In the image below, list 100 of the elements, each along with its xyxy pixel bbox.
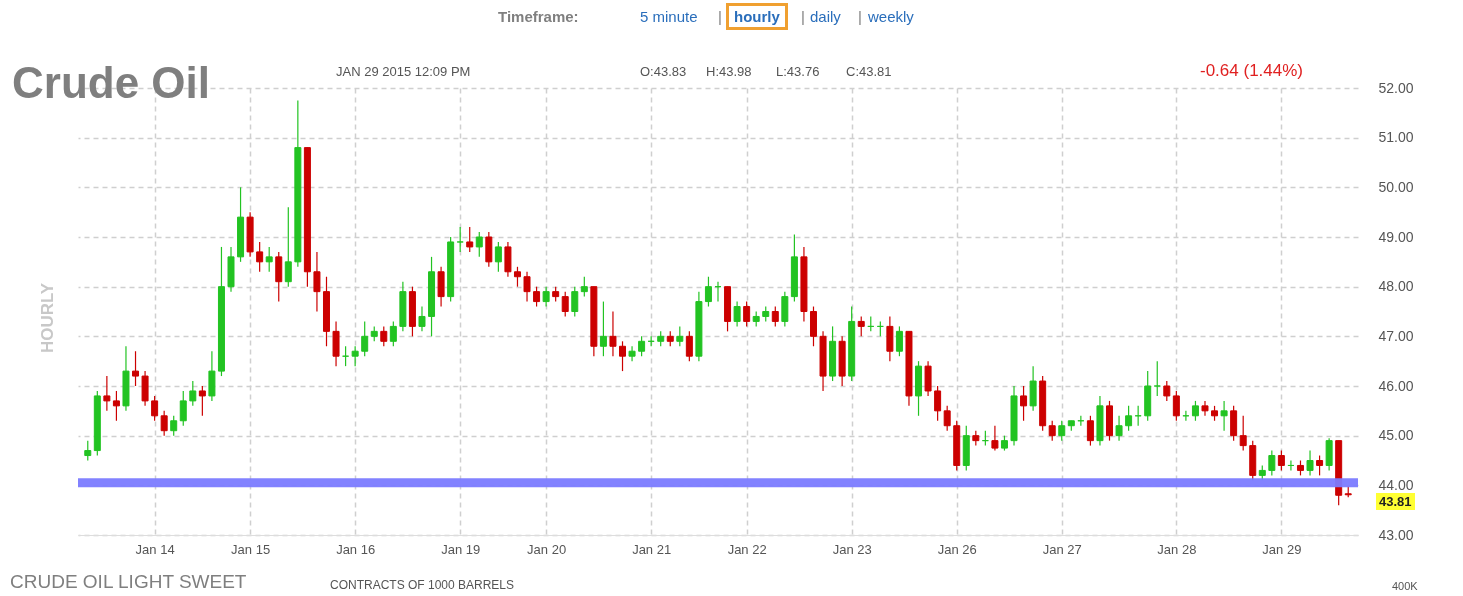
candlestick	[132, 350, 140, 387]
candlestick	[1020, 385, 1028, 422]
candlestick	[1153, 360, 1161, 397]
candlestick	[361, 320, 369, 357]
y-tick-label: 43.00	[1378, 526, 1414, 543]
candlestick	[151, 395, 159, 422]
candlestick	[103, 375, 111, 412]
candlestick	[418, 305, 426, 332]
text: Timeframe:	[498, 8, 579, 25]
candlestick	[743, 300, 751, 327]
candlestick	[628, 345, 636, 362]
x-tick-label: Jan 19	[441, 541, 481, 557]
text: daily	[810, 8, 841, 25]
candlestick	[112, 390, 120, 422]
x-tick-label: Jan 15	[231, 541, 271, 557]
text: -0.64 (1.44%)	[1200, 61, 1303, 81]
text: O:43.83	[640, 64, 687, 79]
candlestick	[256, 241, 264, 273]
candlestick	[284, 206, 292, 288]
candlestick	[943, 405, 951, 432]
x-tick-label: Jan 26	[937, 541, 977, 557]
x-tick-label: Jan 16	[336, 541, 376, 557]
candlestick	[704, 276, 712, 308]
candlestick	[1086, 415, 1094, 447]
x-tick-label: Jan 14	[135, 541, 175, 557]
candlestick	[84, 440, 92, 462]
candlestick	[1191, 400, 1199, 422]
candlestick	[619, 340, 627, 372]
text: C:43.81	[846, 64, 892, 79]
y-tick-label: 50.00	[1378, 178, 1414, 195]
candlestick	[1048, 420, 1056, 442]
text: 43.81	[1376, 493, 1415, 510]
candlestick	[1220, 400, 1228, 432]
candlestick	[1172, 390, 1180, 422]
text: L:43.76	[776, 64, 820, 79]
chart-title: Crude Oil	[12, 58, 211, 108]
candlestick	[380, 325, 388, 347]
candlestick	[542, 286, 550, 308]
candlestick	[494, 241, 502, 273]
x-tick-label: Jan 21	[632, 541, 672, 557]
candlestick	[733, 300, 741, 327]
x-tick-label: Jan 20	[527, 541, 567, 557]
candlestick	[313, 251, 321, 313]
text: weekly	[868, 8, 914, 25]
candlestick	[571, 286, 579, 318]
candlestick	[160, 410, 168, 437]
x-tick-label: Jan 29	[1262, 541, 1302, 557]
y-tick-label: 44.00	[1378, 476, 1414, 493]
candlestick	[1163, 380, 1171, 402]
candlestick	[523, 271, 531, 303]
candlestick	[895, 325, 903, 357]
candlestick	[1277, 449, 1285, 472]
candlestick	[580, 276, 588, 298]
text: H:43.98	[706, 64, 752, 79]
candlestick	[676, 325, 684, 347]
candlestick	[1201, 400, 1209, 417]
candlestick	[389, 320, 397, 347]
candlestick	[533, 286, 541, 308]
text: JAN 29 2015 12:09 PM	[336, 64, 471, 79]
candlestick	[198, 385, 206, 417]
candlestick	[475, 231, 483, 258]
candlestick	[771, 305, 779, 327]
text: CRUDE OIL LIGHT SWEET	[10, 571, 247, 593]
candlestick	[1115, 415, 1123, 442]
candlestick	[351, 345, 359, 367]
candlestick	[456, 226, 464, 253]
candlestick	[638, 335, 646, 357]
y-tick-label: 52.00	[1378, 79, 1414, 96]
candlestick	[857, 315, 865, 337]
candlestick	[466, 226, 474, 253]
text: |	[801, 8, 805, 25]
candlestick	[1316, 454, 1324, 476]
candlestick	[685, 330, 693, 362]
candlestick	[189, 380, 197, 407]
text: |	[858, 8, 862, 25]
x-tick-label: Jan 22	[727, 541, 767, 557]
candlestick	[179, 390, 187, 427]
x-tick-label: Jan 27	[1042, 541, 1082, 557]
candlestick	[170, 415, 178, 437]
candlestick	[265, 246, 273, 273]
x-tick-label: Jan 28	[1157, 541, 1197, 557]
text: |	[718, 8, 722, 25]
text: CONTRACTS OF 1000 BARRELS	[330, 578, 515, 592]
candlestick	[1268, 449, 1276, 476]
candlestick	[1125, 405, 1133, 432]
candlestick	[561, 291, 569, 318]
candlestick	[513, 266, 521, 288]
y-tick-label: 49.00	[1378, 228, 1414, 245]
text: 400K	[1392, 580, 1418, 592]
y-tick-label: 47.00	[1378, 327, 1414, 344]
x-tick-label: Jan 23	[832, 541, 872, 557]
candlestick	[599, 300, 607, 357]
y-tick-label: 45.00	[1378, 427, 1414, 444]
candlestick	[991, 425, 999, 452]
candlestick	[1058, 420, 1066, 442]
y-tick-label: 46.00	[1378, 377, 1414, 394]
candlestick	[1239, 415, 1247, 452]
candlestick	[934, 385, 942, 422]
y-tick-label: 51.00	[1378, 129, 1414, 146]
candlestick	[609, 310, 617, 357]
